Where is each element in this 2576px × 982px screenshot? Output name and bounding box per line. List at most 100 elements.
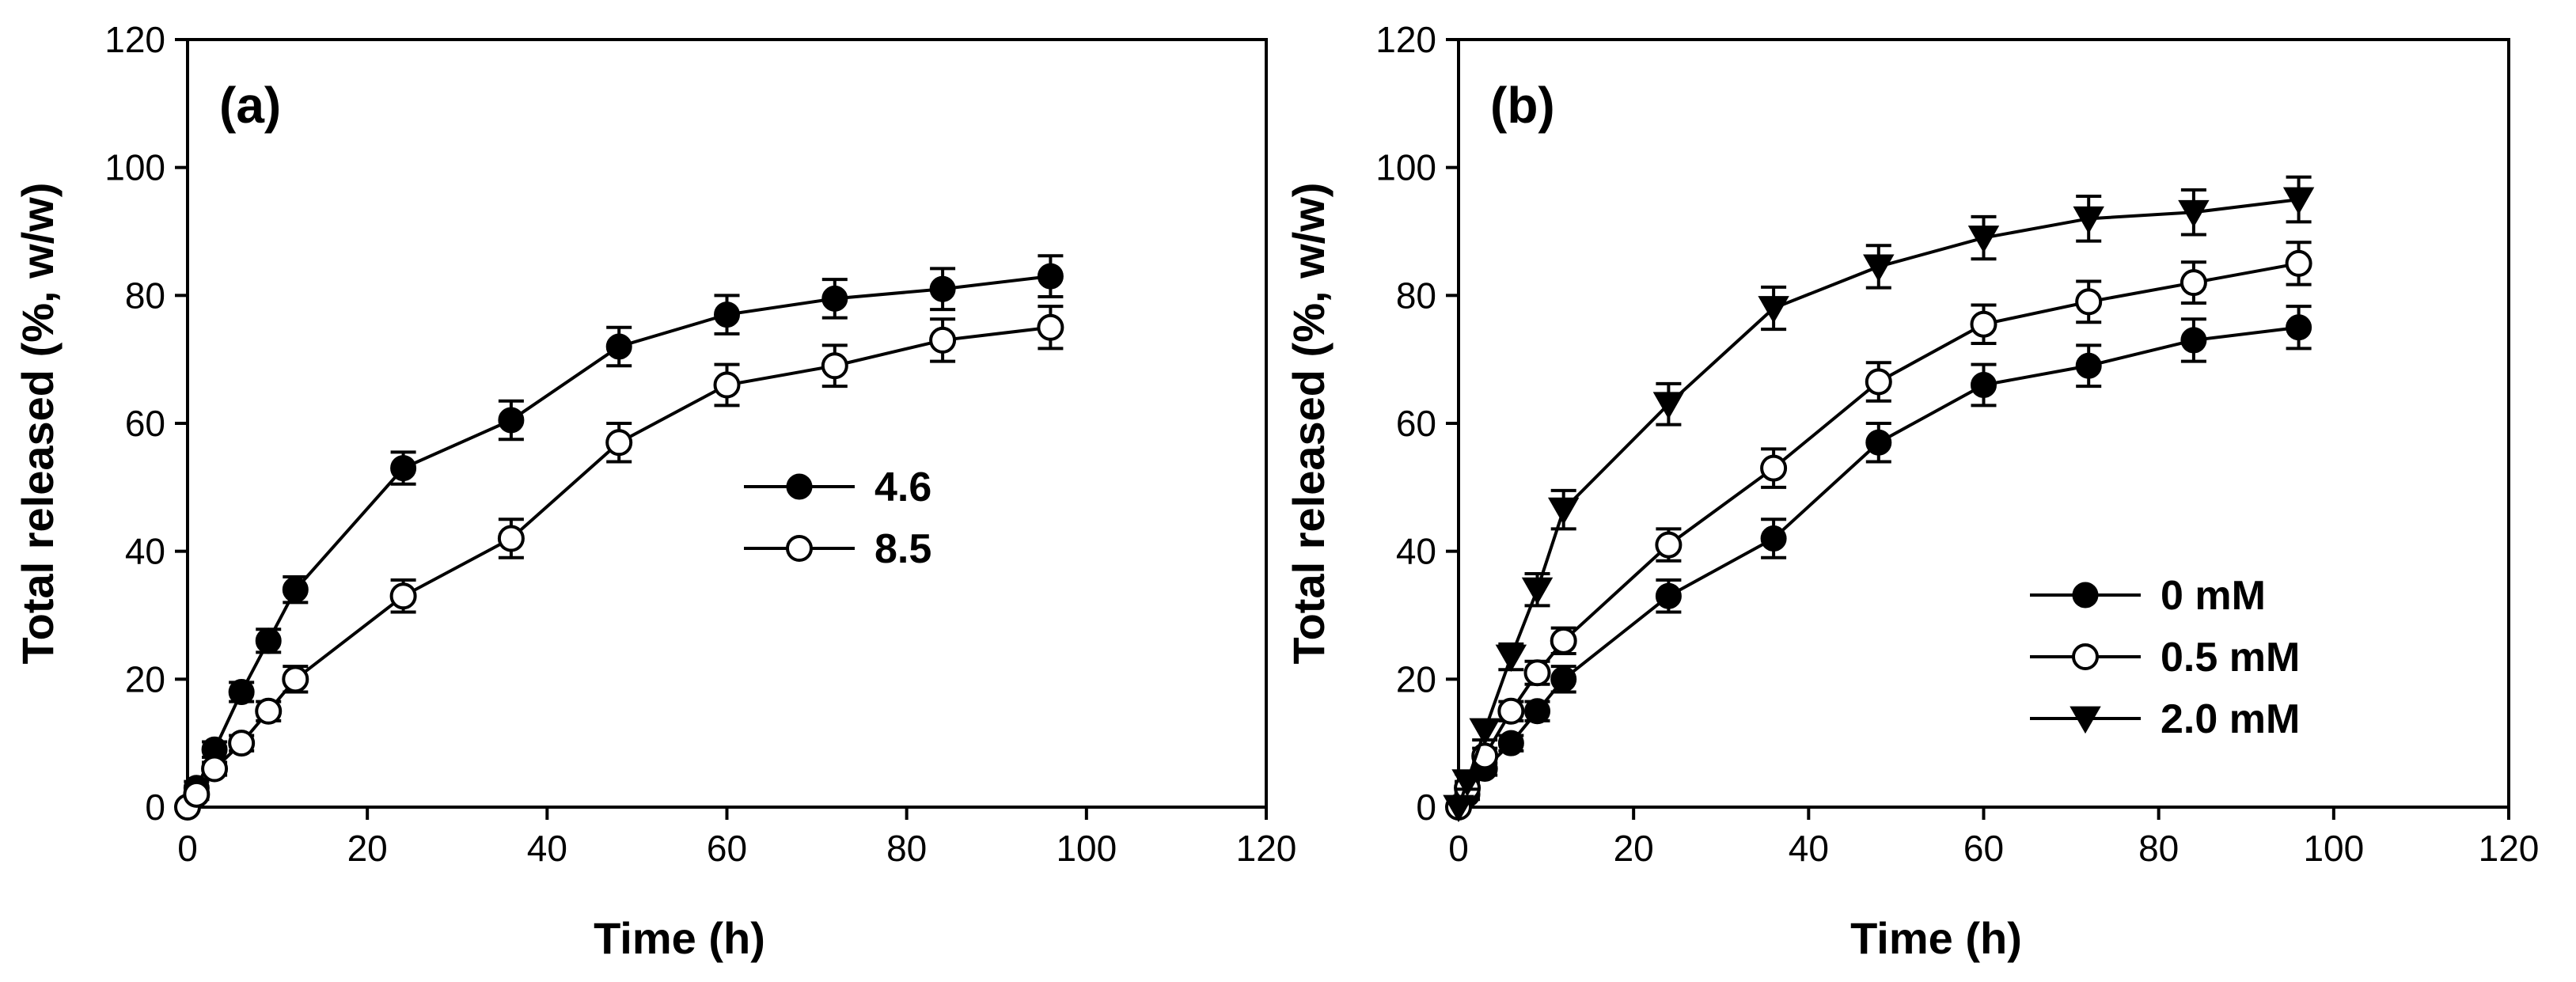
- legend-marker: [2072, 643, 2099, 670]
- y-tick-label: 100: [104, 147, 165, 188]
- data-point: [498, 407, 525, 434]
- y-tick-label: 100: [1375, 147, 1436, 188]
- data-point: [1865, 429, 1892, 456]
- data-point: [1469, 718, 1500, 746]
- plot-frame: [1457, 38, 2510, 809]
- data-point: [390, 455, 417, 482]
- data-point: [1863, 254, 1895, 282]
- legend-label: 2.0 mM: [2161, 696, 2300, 742]
- data-point: [1652, 392, 1685, 419]
- data-point: [821, 285, 848, 312]
- data-point: [228, 679, 255, 705]
- data-point: [1760, 454, 1788, 482]
- data-point: [255, 627, 282, 654]
- y-tick-label: 120: [1375, 19, 1436, 60]
- series-2-0-mm: [1443, 175, 2315, 823]
- x-tick-label: 120: [2479, 828, 2540, 869]
- legend-label: 0.5 mM: [2161, 635, 2300, 681]
- data-point: [1971, 372, 1997, 398]
- x-axis-title: Time (h): [1850, 913, 2022, 963]
- y-tick-label: 0: [1416, 787, 1436, 828]
- x-tick-label: 60: [707, 828, 747, 869]
- y-tick-label: 0: [145, 787, 165, 828]
- data-point: [497, 525, 525, 552]
- data-point: [1970, 310, 1997, 338]
- data-point: [1497, 730, 1524, 756]
- data-point: [282, 576, 309, 603]
- legend-marker: [786, 535, 813, 562]
- x-tick-label: 80: [886, 828, 927, 869]
- data-point: [2282, 187, 2315, 215]
- x-tick-label: 120: [1236, 828, 1297, 869]
- data-point: [2180, 327, 2207, 354]
- data-point: [255, 697, 283, 725]
- data-point: [1443, 794, 1474, 823]
- legend-entry: 4.6: [744, 464, 931, 510]
- data-point: [1550, 627, 1577, 654]
- data-point: [1524, 698, 1551, 725]
- data-point: [1497, 697, 1525, 725]
- legend-entry: 0.5 mM: [2030, 635, 2300, 681]
- data-point: [1760, 525, 1787, 552]
- legend-label: 8.5: [874, 526, 931, 572]
- data-point: [1967, 226, 2000, 253]
- data-point: [821, 352, 848, 380]
- data-point: [1451, 769, 1483, 797]
- series-4-6: [174, 254, 1064, 821]
- x-tick-label: 20: [347, 828, 388, 869]
- x-tick-label: 60: [1963, 828, 2004, 869]
- data-point: [2075, 288, 2103, 316]
- data-point: [1523, 659, 1551, 687]
- y-tick-label: 20: [125, 658, 165, 700]
- data-point: [1495, 644, 1527, 673]
- y-tick-label: 120: [104, 19, 165, 60]
- y-axis-title: Total released (%, w/w): [1284, 183, 1334, 665]
- legend-marker: [2070, 706, 2101, 734]
- x-tick-label: 0: [177, 828, 198, 869]
- panel-label: (a): [219, 77, 281, 134]
- data-point: [228, 730, 256, 757]
- series-8-5: [174, 305, 1064, 821]
- y-tick-label: 40: [1396, 531, 1436, 572]
- data-point: [183, 780, 211, 808]
- y-tick-label: 20: [1396, 658, 1436, 700]
- data-point: [605, 429, 633, 457]
- data-point: [713, 371, 741, 399]
- data-point: [1521, 577, 1554, 605]
- data-point: [714, 301, 740, 328]
- data-point: [201, 755, 229, 783]
- legend-entry: 2.0 mM: [2030, 696, 2300, 742]
- data-point: [389, 582, 417, 610]
- legend-label: 0 mM: [2161, 573, 2266, 619]
- data-point: [1865, 368, 1892, 396]
- x-tick-label: 100: [1056, 828, 1117, 869]
- data-point: [605, 333, 632, 360]
- data-point: [2178, 199, 2210, 228]
- data-point: [1655, 531, 1683, 559]
- legend-marker: [786, 473, 813, 500]
- y-tick-label: 40: [125, 531, 165, 572]
- legend-marker: [2072, 582, 2099, 609]
- data-point: [929, 326, 957, 354]
- y-axis-title: Total released (%, w/w): [13, 183, 63, 665]
- data-point: [2180, 269, 2207, 297]
- data-point: [1655, 582, 1682, 609]
- legend-label: 4.6: [874, 464, 931, 510]
- legend-entry: 8.5: [744, 526, 931, 572]
- data-point: [1758, 296, 1789, 324]
- data-point: [282, 665, 309, 693]
- x-tick-label: 0: [1448, 828, 1469, 869]
- chart-panel-2: 0 20 40 60 80 100 120 0 20 40 60 80 100 120 Time (h) To…: [1284, 19, 2539, 963]
- x-tick-label: 20: [1614, 828, 1654, 869]
- data-point: [2073, 206, 2104, 234]
- y-tick-label: 60: [125, 403, 165, 444]
- y-tick-label: 60: [1396, 403, 1436, 444]
- data-point: [1550, 665, 1577, 692]
- data-point: [929, 275, 956, 302]
- x-tick-label: 40: [527, 828, 567, 869]
- chart-panel-1: 0 20 40 60 80 100 120 0 20 40 60 80 100 120 Time (h) To…: [13, 19, 1296, 963]
- data-point: [1037, 313, 1064, 341]
- x-tick-label: 40: [1789, 828, 1829, 869]
- plot-frame: [186, 38, 1268, 809]
